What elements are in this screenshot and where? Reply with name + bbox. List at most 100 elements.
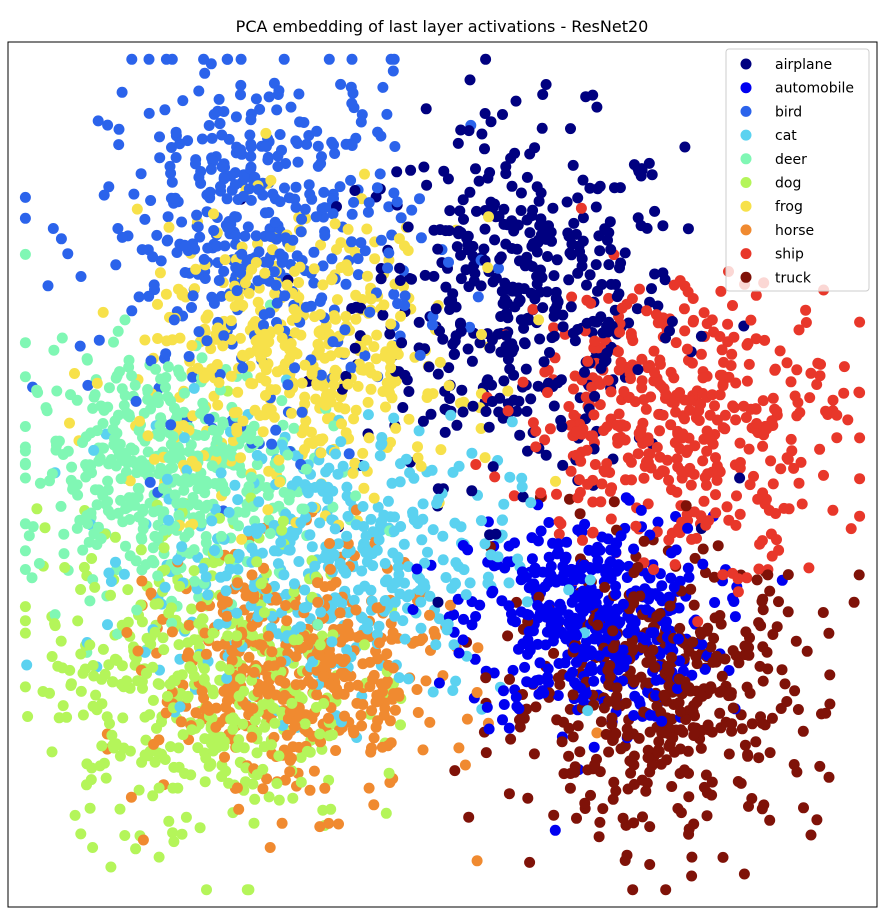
point-dog (168, 836, 180, 848)
point-cat (178, 432, 190, 444)
point-automobile (519, 661, 531, 673)
point-frog (259, 267, 271, 279)
point-ship (814, 443, 826, 455)
point-deer (151, 428, 163, 440)
point-bird (176, 216, 188, 228)
point-dog (218, 736, 230, 748)
point-horse (270, 594, 282, 606)
point-horse (415, 635, 426, 647)
point-bird (171, 247, 183, 258)
point-bird (193, 171, 205, 183)
point-bird (296, 213, 308, 225)
point-bird (160, 53, 172, 65)
point-ship (716, 344, 728, 356)
point-dog (163, 815, 175, 827)
point-truck (757, 604, 769, 616)
point-cat (378, 509, 390, 521)
point-deer (200, 537, 212, 549)
point-dog (231, 741, 243, 753)
point-truck (753, 752, 765, 764)
point-truck (755, 711, 766, 723)
point-cat (206, 515, 218, 527)
point-dog (235, 673, 246, 685)
point-dog (19, 681, 31, 693)
point-truck (741, 681, 753, 693)
point-truck (732, 776, 744, 787)
point-deer (140, 559, 152, 571)
point-airplane (460, 264, 472, 276)
point-truck (687, 636, 699, 648)
point-truck (655, 706, 667, 718)
point-ship (671, 453, 683, 465)
point-ship (726, 348, 738, 360)
point-bird (339, 324, 351, 336)
point-frog (124, 475, 136, 487)
point-dog (267, 702, 278, 713)
legend-label-ship: ship (775, 247, 804, 263)
point-dog (77, 667, 89, 679)
point-truck (628, 591, 640, 603)
point-automobile (552, 538, 564, 550)
point-airplane (524, 227, 536, 239)
point-automobile (628, 624, 640, 636)
point-frog (313, 326, 325, 338)
point-bird (268, 266, 280, 278)
point-frog (483, 211, 494, 223)
point-truck (673, 697, 685, 709)
point-bird (375, 234, 387, 246)
point-automobile (526, 553, 538, 565)
point-frog (368, 341, 380, 353)
point-bird (223, 133, 235, 145)
point-deer (66, 461, 78, 473)
point-automobile (558, 629, 570, 641)
point-frog (152, 298, 163, 310)
point-deer (93, 455, 105, 467)
point-airplane (506, 243, 518, 254)
point-horse (364, 681, 376, 693)
point-deer (245, 471, 257, 483)
point-cat (290, 450, 302, 462)
point-airplane (497, 109, 508, 120)
point-airplane (536, 272, 548, 283)
point-truck (739, 739, 751, 751)
legend-marker-dog (740, 177, 752, 188)
point-bird (244, 129, 256, 141)
point-bird (187, 371, 199, 383)
point-deer (179, 387, 190, 399)
point-bird (382, 262, 394, 274)
point-ship (744, 479, 756, 491)
point-dog (22, 711, 34, 722)
point-airplane (486, 396, 498, 407)
point-cat (389, 596, 401, 608)
point-ship (551, 488, 562, 500)
point-truck (610, 785, 622, 797)
point-truck (608, 496, 620, 508)
point-airplane (565, 301, 577, 313)
point-truck (528, 748, 540, 760)
point-bird (252, 184, 264, 195)
point-dog (52, 660, 64, 672)
point-airplane (567, 159, 579, 171)
point-frog (254, 348, 266, 360)
point-deer (169, 402, 180, 414)
point-ship (827, 504, 839, 516)
point-airplane (471, 205, 482, 217)
point-bird (389, 141, 401, 152)
point-ship (663, 474, 675, 486)
point-automobile (663, 591, 675, 603)
point-deer (152, 570, 164, 582)
point-bird (273, 85, 285, 97)
point-bird (308, 277, 320, 289)
point-airplane (487, 461, 499, 473)
point-deer (155, 373, 167, 385)
point-ship (732, 573, 744, 585)
point-airplane (544, 347, 555, 358)
point-truck (666, 781, 678, 792)
point-horse (417, 744, 429, 756)
point-cat (307, 656, 319, 668)
point-automobile (549, 824, 561, 836)
point-dog (194, 822, 206, 834)
point-truck (733, 657, 745, 669)
point-truck (680, 500, 692, 512)
point-frog (252, 296, 264, 308)
